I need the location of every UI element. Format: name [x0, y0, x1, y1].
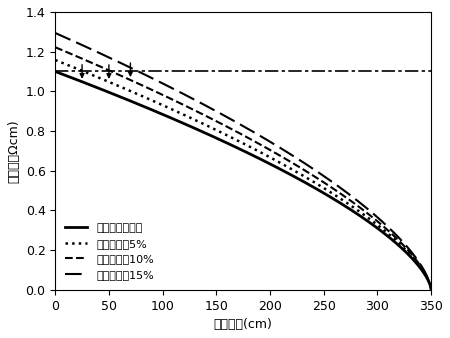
X-axis label: 晶体长度(cm): 晶体长度(cm) [214, 318, 273, 331]
Y-axis label: 电阱率（Ωcm): 电阱率（Ωcm) [7, 119, 20, 183]
Legend: 掺杂浓度设定値, 掺杂浓度佥5%, 掺杂浓度佥10%, 掺杂浓度佥15%: 掺杂浓度设定値, 掺杂浓度佥5%, 掺杂浓度佥10%, 掺杂浓度佥15% [61, 219, 158, 284]
